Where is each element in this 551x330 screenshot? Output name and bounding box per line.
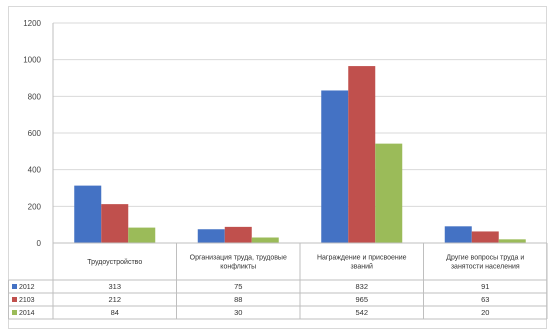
bar xyxy=(128,227,156,243)
y-tick-label: 1000 xyxy=(23,56,41,65)
bar xyxy=(101,204,129,243)
bar xyxy=(471,231,499,243)
table-value: 91 xyxy=(481,282,489,291)
table-value: 63 xyxy=(481,295,489,304)
table-value: 20 xyxy=(481,308,489,317)
legend-key xyxy=(12,297,17,302)
legend-key xyxy=(12,310,17,315)
y-tick-label: 1200 xyxy=(23,19,41,28)
bar xyxy=(197,229,225,243)
legend-key xyxy=(12,284,17,289)
category-label: Трудоустройство xyxy=(87,258,142,266)
y-tick-label: 200 xyxy=(28,202,42,211)
y-tick-label: 400 xyxy=(28,166,42,175)
bar xyxy=(74,185,102,243)
y-tick-label: 600 xyxy=(28,129,42,138)
y-tick-label: 800 xyxy=(28,92,42,101)
table-value: 84 xyxy=(111,308,119,317)
table-value: 832 xyxy=(355,282,368,291)
category-label: Другие вопросы труда и занятости населени… xyxy=(446,255,524,271)
bar xyxy=(251,237,279,243)
bar xyxy=(375,143,403,243)
legend-label: 2103 xyxy=(19,297,35,304)
bar xyxy=(348,66,376,243)
y-tick-label: 0 xyxy=(37,239,42,248)
category-label: Организация труда, трудовые конфликты xyxy=(190,255,287,271)
table-value: 965 xyxy=(355,295,368,304)
category-label: Награждение и присвоение званий xyxy=(317,255,407,271)
bar xyxy=(321,90,349,243)
legend-label: 2012 xyxy=(19,284,35,291)
table-value: 88 xyxy=(234,295,242,304)
table-value: 313 xyxy=(108,282,121,291)
table-value: 75 xyxy=(234,282,242,291)
table-value: 30 xyxy=(234,308,242,317)
bar xyxy=(498,239,526,243)
bar xyxy=(224,226,252,243)
legend-label: 2014 xyxy=(19,310,35,317)
table-value: 542 xyxy=(355,308,368,317)
table-value: 212 xyxy=(108,295,121,304)
bar xyxy=(444,226,472,243)
